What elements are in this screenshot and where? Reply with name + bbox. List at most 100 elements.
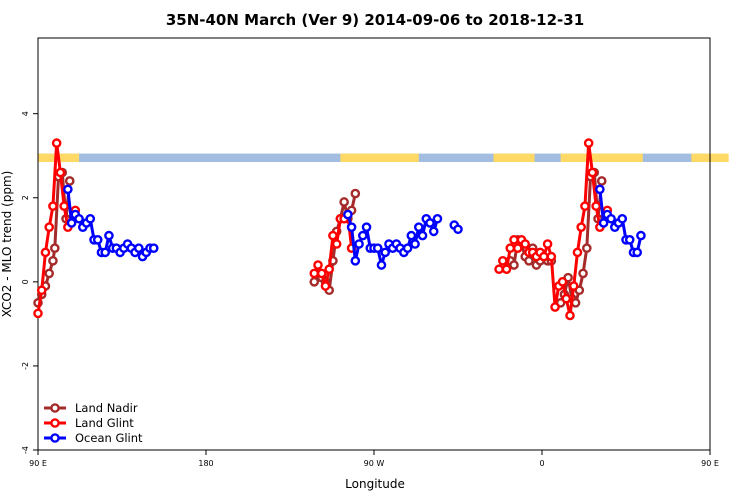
data-point-land-glint	[587, 167, 598, 178]
data-point-land-glint	[494, 264, 504, 275]
data-point-ocean-glint	[372, 243, 383, 254]
data-point-land-glint	[44, 222, 55, 232]
data-point-land-glint	[313, 260, 323, 270]
legend-label: Land Nadir	[75, 401, 138, 415]
y-tick-label: -4	[21, 446, 30, 454]
series-line-land-glint	[36, 141, 77, 314]
y-axis: -4 -2 0 2 4	[21, 111, 38, 454]
data-point-land-nadir	[64, 176, 75, 186]
data-point-land-glint	[512, 243, 523, 254]
data-point-ocean-glint	[432, 213, 443, 224]
data-point-land-glint	[539, 251, 549, 262]
x-tick-label: 180	[198, 459, 213, 468]
data-point-land-glint	[576, 222, 587, 232]
data-point-land-glint	[561, 293, 572, 304]
x-axis: 90 E 180 90 W 0 90 E	[29, 450, 719, 468]
y-tick-label: 2	[21, 195, 30, 200]
data-point-ocean-glint	[636, 230, 646, 241]
data-point-land-nadir	[509, 260, 519, 270]
legend-label: Land Glint	[75, 416, 134, 430]
data-point-land-nadir	[48, 256, 58, 266]
data-point-ocean-glint	[632, 247, 643, 258]
data-point-land-glint	[55, 167, 66, 178]
data-point-land-nadir	[44, 268, 55, 279]
data-point-ocean-glint	[410, 239, 420, 249]
data-point-ocean-glint	[104, 230, 114, 241]
data-point-land-glint	[565, 310, 575, 321]
data-point-land-glint	[557, 277, 568, 287]
data-point-ocean-glint	[402, 243, 413, 254]
data-point-land-nadir	[596, 176, 607, 186]
data-point-ocean-glint	[133, 243, 144, 254]
data-point-land-glint	[36, 285, 47, 296]
data-point-land-glint	[580, 201, 590, 211]
data-point-ocean-glint	[417, 230, 428, 241]
data-point-ocean-glint	[624, 234, 635, 245]
data-point-land-nadir	[350, 188, 361, 199]
land-band	[340, 153, 419, 163]
data-point-land-glint	[328, 230, 338, 241]
legend-entry-land-glint: Land Glint	[44, 416, 134, 430]
data-point-land-glint	[583, 138, 594, 148]
data-point-land-glint	[501, 264, 512, 275]
land-sea-band	[38, 153, 729, 163]
data-point-land-glint	[505, 243, 516, 254]
x-tick-label: 90 E	[701, 459, 719, 468]
data-point-ocean-glint	[598, 218, 609, 228]
data-point-ocean-glint	[617, 213, 628, 224]
data-point-land-glint	[331, 239, 342, 249]
data-point-ocean-glint	[85, 213, 96, 224]
data-point-land-glint	[324, 264, 335, 275]
chart-title: 35N-40N March (Ver 9) 2014-09-06 to 2018…	[166, 11, 584, 29]
data-point-land-nadir	[524, 256, 534, 266]
data-point-ocean-glint	[350, 256, 361, 266]
data-point-ocean-glint	[148, 243, 159, 254]
data-point-land-glint	[520, 239, 531, 249]
y-tick-label: 0	[21, 279, 30, 284]
data-point-land-glint	[572, 247, 583, 258]
data-point-land-glint	[550, 302, 560, 312]
data-point-ocean-glint	[380, 247, 391, 258]
data-point-land-glint	[40, 247, 51, 258]
data-point-ocean-glint	[346, 222, 357, 232]
legend-marker	[50, 418, 60, 428]
data-point-land-nadir	[339, 197, 349, 207]
data-point-land-glint	[497, 256, 508, 266]
data-point-ocean-glint	[92, 234, 103, 245]
data-point-ocean-glint	[343, 209, 353, 220]
data-point-ocean-glint	[595, 184, 605, 195]
x-tick-label: 90 E	[29, 459, 47, 468]
data-point-ocean-glint	[74, 213, 84, 224]
series-layer	[33, 138, 646, 321]
data-point-ocean-glint	[376, 260, 387, 270]
data-point-ocean-glint	[100, 247, 110, 258]
data-point-land-glint	[542, 239, 553, 249]
y-tick-label: 4	[21, 111, 30, 116]
data-point-land-glint	[320, 281, 331, 291]
data-point-ocean-glint	[361, 222, 372, 232]
series-ocean-glint	[63, 184, 646, 270]
x-axis-label: Longitude	[345, 477, 405, 491]
data-point-ocean-glint	[66, 218, 77, 228]
y-axis-label: XCO2 - MLO trend (ppm)	[0, 171, 14, 318]
data-point-land-nadir	[50, 243, 60, 254]
land-band	[493, 153, 535, 163]
data-point-ocean-glint	[406, 230, 417, 241]
legend-label: Ocean Glint	[75, 431, 143, 445]
land-band	[560, 153, 643, 163]
y-tick-label: -2	[21, 362, 30, 370]
data-point-ocean-glint	[357, 230, 368, 241]
data-point-ocean-glint	[453, 224, 463, 235]
legend-entry-land-nadir: Land Nadir	[44, 401, 138, 415]
data-point-land-glint	[591, 201, 601, 211]
data-point-land-glint	[546, 251, 557, 262]
legend-entry-ocean-glint: Ocean Glint	[44, 431, 143, 445]
data-point-land-glint	[568, 281, 579, 291]
legend-marker	[50, 433, 60, 443]
x-tick-label: 90 W	[364, 459, 385, 468]
data-point-ocean-glint	[606, 213, 616, 224]
series-land-glint	[33, 138, 613, 321]
data-point-land-glint	[309, 268, 320, 279]
